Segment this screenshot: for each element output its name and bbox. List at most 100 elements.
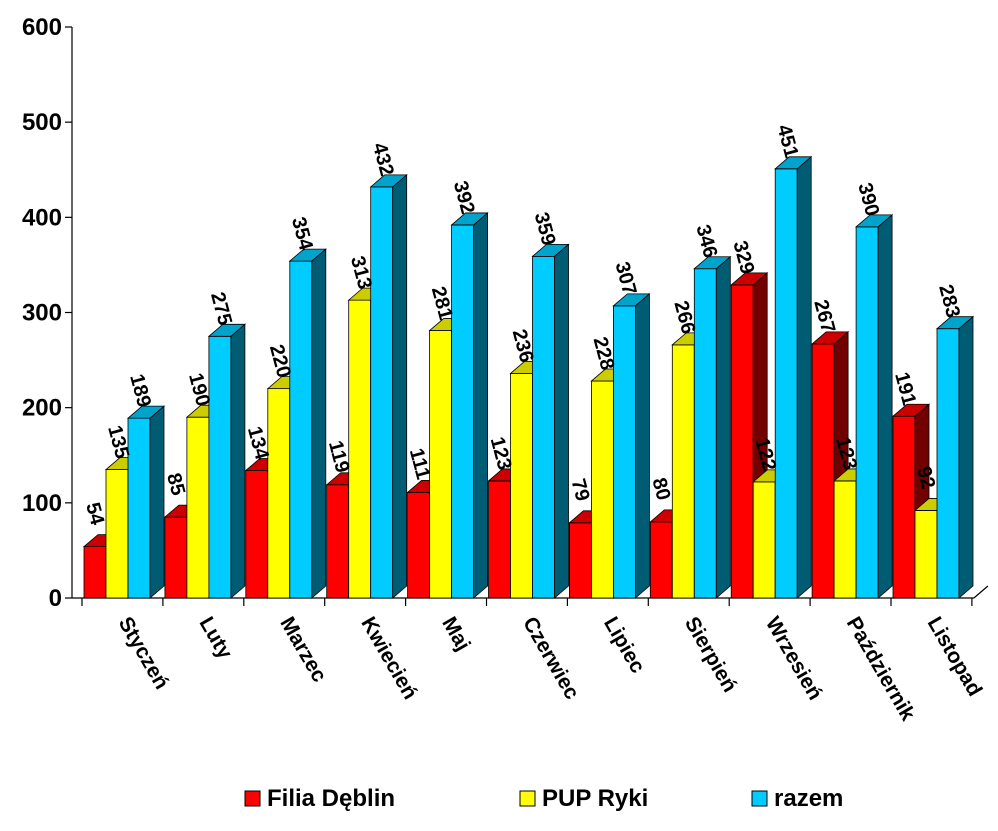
- legend-label: razem: [774, 785, 843, 812]
- bar-top: [126, 405, 166, 419]
- bar-front: [451, 224, 475, 599]
- data-label: 346: [691, 222, 721, 260]
- bar-top: [811, 331, 850, 345]
- bar-front: [892, 415, 916, 599]
- bar-side: [473, 212, 489, 599]
- bar: [935, 315, 975, 599]
- bar-front: [936, 328, 960, 599]
- data-label: 85: [162, 471, 189, 498]
- bar-front: [532, 255, 555, 599]
- bar-front: [811, 343, 835, 599]
- data-label: 191: [890, 370, 920, 408]
- x-tick-label: Lipiec: [599, 613, 649, 677]
- bar-front: [488, 480, 511, 599]
- bar-side: [311, 248, 327, 599]
- bar-top: [612, 293, 651, 307]
- x-tick-label: Kwiecień: [356, 613, 421, 703]
- y-tick-label: 200: [22, 395, 62, 422]
- bar-top: [369, 174, 408, 188]
- data-label: 189: [125, 372, 155, 410]
- data-label: 359: [530, 210, 560, 248]
- legend-label: Filia Dęblin: [267, 785, 395, 812]
- bar-front: [186, 416, 210, 599]
- legend-item: PUP Ryki: [519, 785, 648, 812]
- bar-front: [730, 284, 754, 599]
- bar-front: [510, 373, 533, 599]
- legend-swatch: [244, 790, 261, 807]
- bar-front: [649, 521, 673, 599]
- bar-front: [105, 469, 129, 599]
- x-tick-label: Maj: [437, 613, 474, 655]
- data-label: 432: [368, 140, 398, 178]
- data-label: 329: [728, 239, 758, 277]
- bar: [207, 323, 246, 599]
- bar-top: [891, 403, 931, 417]
- bar-side: [230, 323, 246, 599]
- data-label: 267: [809, 298, 839, 336]
- data-label: 354: [287, 215, 317, 254]
- bar-front: [752, 481, 776, 599]
- bar-top: [450, 212, 489, 226]
- bar-top: [774, 156, 813, 170]
- bar-front: [245, 470, 269, 599]
- bar-side: [958, 315, 974, 599]
- x-tick-label: Styczeń: [114, 613, 174, 693]
- bar-front: [208, 335, 232, 599]
- bar-front: [591, 380, 614, 599]
- x-axis-depth-line: [973, 585, 989, 599]
- bar-front: [774, 168, 798, 599]
- bar-front: [833, 480, 857, 599]
- bar: [531, 243, 570, 599]
- y-tick-label: 0: [49, 585, 62, 612]
- bar-front: [348, 299, 372, 599]
- bar: [693, 255, 732, 599]
- data-label: 79: [567, 476, 594, 503]
- legend-label: PUP Ryki: [542, 785, 648, 812]
- legend-swatch: [519, 790, 536, 807]
- bar-front: [613, 305, 636, 599]
- bar-side: [877, 213, 893, 599]
- data-label: 390: [853, 180, 883, 218]
- bar-front: [429, 330, 453, 599]
- y-tick-label: 600: [22, 14, 62, 41]
- legend-item: Filia Dęblin: [244, 785, 395, 812]
- bar: [369, 174, 408, 599]
- bar-side: [149, 405, 165, 599]
- bar-side: [796, 155, 812, 599]
- bar-side: [635, 292, 650, 599]
- y-tick-label: 400: [22, 204, 62, 231]
- bar-front: [267, 388, 291, 599]
- bar: [612, 292, 651, 599]
- legend-swatch: [751, 790, 768, 807]
- bar-front: [671, 344, 695, 599]
- bar-side: [715, 255, 731, 599]
- bar-side: [392, 174, 408, 599]
- bar: [288, 248, 327, 599]
- data-label: 307: [611, 259, 641, 297]
- bar-top: [288, 248, 327, 262]
- bar-front: [569, 522, 592, 599]
- bar-front: [370, 186, 394, 599]
- y-tick-label: 100: [22, 490, 62, 517]
- bar-top: [855, 214, 894, 228]
- data-label: 451: [772, 122, 802, 160]
- data-label: 54: [81, 500, 108, 528]
- bar-front: [693, 268, 717, 599]
- data-label: 80: [647, 475, 674, 502]
- y-tick-label: 500: [22, 109, 62, 136]
- bars: [82, 155, 975, 599]
- bar-top: [531, 243, 570, 257]
- bar-front: [407, 491, 431, 599]
- bar-top: [730, 272, 769, 286]
- data-label: 275: [206, 290, 236, 328]
- x-tick-label: Luty: [195, 613, 237, 663]
- axes: 0 100 200 300 400 500 600: [22, 14, 989, 612]
- bar-top: [207, 323, 246, 337]
- bar-front: [914, 510, 938, 599]
- bar-front: [326, 484, 350, 599]
- bar-front: [164, 516, 188, 599]
- x-tick-label: Listopad: [923, 613, 987, 700]
- bar-top: [693, 256, 732, 270]
